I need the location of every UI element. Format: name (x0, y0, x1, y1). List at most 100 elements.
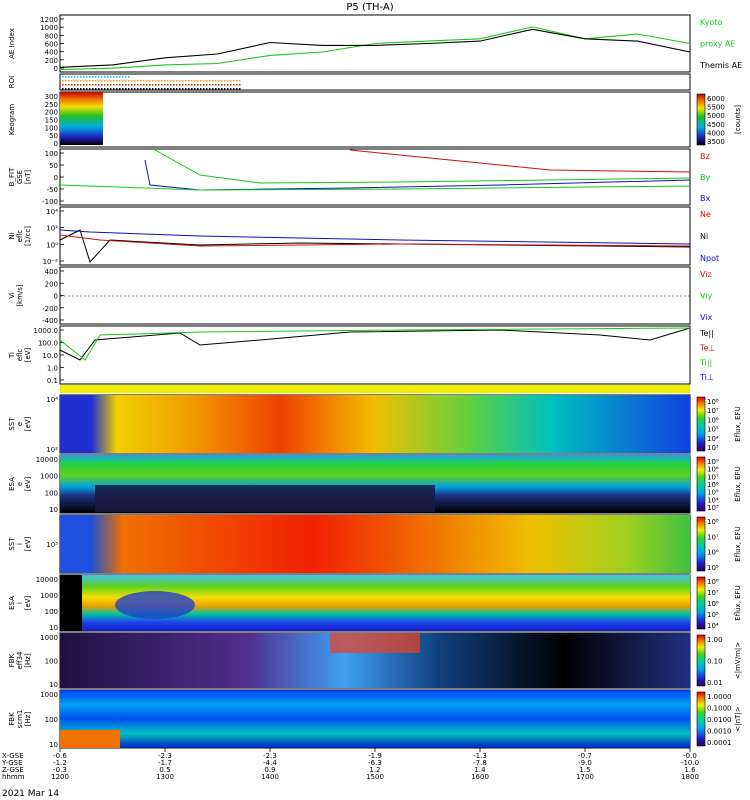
y-tick-label: 50 (49, 162, 58, 170)
roi-dot (101, 76, 103, 78)
roi-dot (140, 88, 142, 90)
roi-dot (188, 88, 190, 90)
colorbar-tick-label: 10⁷ (707, 589, 719, 597)
colorbar-tick-label: 5500 (707, 104, 725, 112)
legend-label: Ni (700, 232, 708, 241)
roi-dot (233, 80, 235, 82)
roi-dot (182, 88, 184, 90)
colorbar-tick-label: 10⁵ (707, 564, 719, 572)
date-label: 2021 Mar 14 (2, 789, 59, 799)
y-tick-label: 0 (54, 293, 58, 301)
colorbar-esa_i: 10⁸ 10⁷ 10⁶ 10⁵ 10⁴ Eflux, EFU (696, 576, 742, 630)
x-tick-label: -10.0 (681, 759, 699, 767)
y-tick-label: 100 (45, 658, 58, 666)
roi-dot (80, 84, 82, 86)
colorbar-tick-label: 10⁴ (707, 622, 719, 630)
x-tick-label: -1.7 (158, 759, 172, 767)
y-axis-label: FBK (8, 653, 16, 667)
x-row-label: X-GSE (2, 752, 24, 760)
roi-dot (134, 80, 136, 82)
colorbar-tick-label: 0.1000 (707, 705, 732, 713)
roi-dot (116, 76, 118, 78)
colorbar-strip (696, 396, 706, 452)
roi-dot (80, 76, 82, 78)
plot-title: P5 (TH-A) (346, 2, 393, 13)
colorbar-tick-label: 10⁸ (707, 398, 719, 406)
roi-dot (236, 80, 238, 82)
y-tick-label: 10000 (36, 576, 58, 584)
roi-dot (167, 80, 169, 82)
roi-dot (170, 88, 172, 90)
x-tick-label: 0.9 (264, 766, 275, 774)
roi-dot (71, 80, 73, 82)
roi-dot (197, 84, 199, 86)
legend-label: Viy (700, 292, 713, 301)
roi-dot (161, 88, 163, 90)
roi-dot (230, 80, 232, 82)
roi-dot (77, 76, 79, 78)
y-axis-label: ESA (8, 477, 16, 491)
y-axis-label: AE Index (8, 28, 16, 59)
roi-dot (224, 84, 226, 86)
roi-dot (200, 84, 202, 86)
roi-dot (107, 88, 109, 90)
roi-dot (179, 84, 181, 86)
sst-ion-spectrogram (60, 515, 690, 573)
y-tick-label: 1000 (40, 592, 58, 600)
roi-dot (95, 88, 97, 90)
ae-series-line (59, 26, 691, 71)
roi-dot (98, 80, 100, 82)
colorbar-tick-label: 10⁶ (707, 600, 719, 608)
panel-frame (59, 206, 691, 266)
roi-dot (71, 84, 73, 86)
roi-dot (86, 84, 88, 86)
y-axis-label: Keogram (8, 104, 16, 135)
legend-label: Ti⊥ (699, 373, 714, 382)
roi-dot (227, 80, 229, 82)
roi-dot (128, 84, 130, 86)
legend-label: Kyoto (700, 18, 722, 27)
x-tick-label: 0.5 (159, 766, 170, 774)
roi-dot (83, 76, 85, 78)
roi-dot (239, 88, 241, 90)
roi-dot (131, 80, 133, 82)
y-axis-label: [eV] (24, 476, 32, 491)
roi-dot (164, 88, 166, 90)
x-tick-label: 1.5 (579, 766, 590, 774)
roi-dot (215, 84, 217, 86)
roi-dot (155, 80, 157, 82)
roi-dot (197, 88, 199, 90)
roi-dot (119, 80, 121, 82)
roi-dot (122, 80, 124, 82)
roi-dot (74, 80, 76, 82)
roi-dot (62, 80, 64, 82)
roi-dot (224, 80, 226, 82)
colorbar-tick-label: 10⁵ (707, 611, 719, 619)
roi-dot (203, 84, 205, 86)
roi-dot (149, 84, 151, 86)
y-tick-label: 1200 (40, 16, 58, 24)
legend-label: Bx (700, 194, 710, 203)
roi-dot (101, 80, 103, 82)
roi-dot (110, 88, 112, 90)
y-tick-label: 10000 (36, 456, 58, 464)
roi-dot (209, 88, 211, 90)
legend-label: By (700, 173, 710, 182)
y-tick-label: 0 (54, 174, 58, 182)
panel-vi: Vi [km/s] 400 200 0 -200 -400 Viz Viy Vix (8, 266, 713, 325)
x-tick-label: -6.3 (368, 759, 382, 767)
roi-dot (206, 80, 208, 82)
roi-dot (86, 80, 88, 82)
roi-dot (77, 84, 79, 86)
x-tick-label: -1.9 (368, 752, 382, 760)
y-tick-label: 100.0 (38, 340, 58, 348)
roi-dot (113, 80, 115, 82)
roi-dot (206, 84, 208, 86)
y-tick-label: 10 (49, 624, 58, 632)
roi-dot (173, 84, 175, 86)
y-axis-label: ROI (8, 76, 16, 88)
roi-markers (62, 76, 241, 90)
legend-label: Te|| (699, 329, 714, 338)
colorbar-strip (696, 691, 706, 747)
